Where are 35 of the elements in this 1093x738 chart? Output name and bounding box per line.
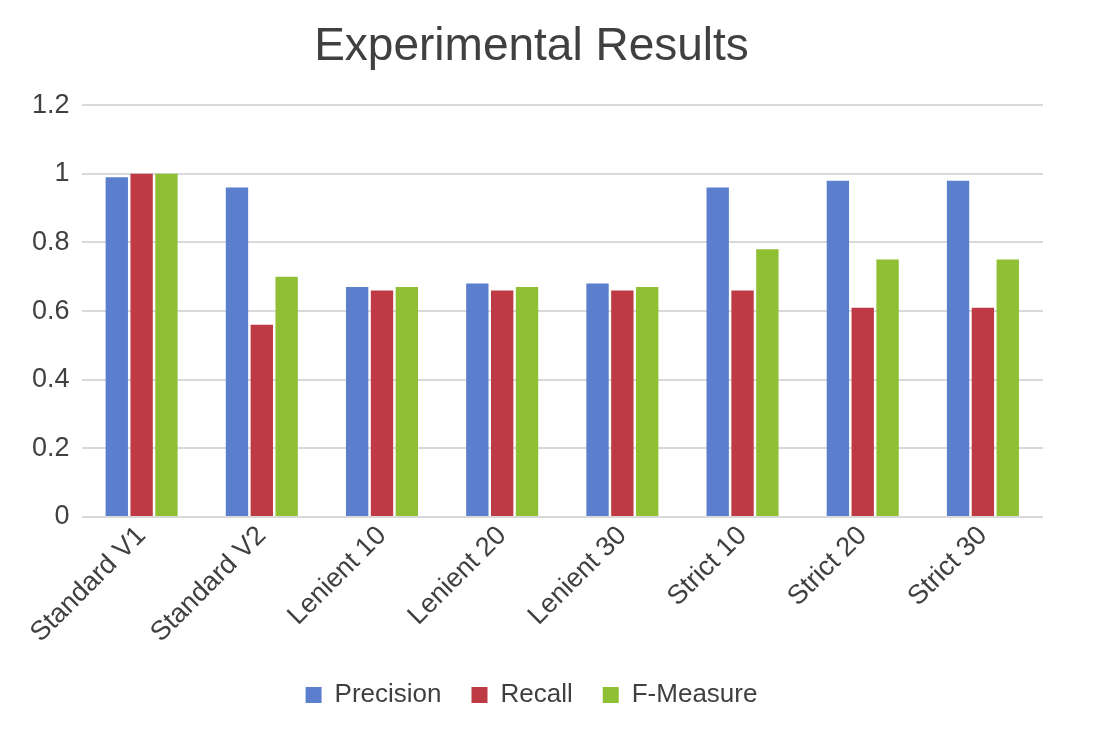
bar xyxy=(250,324,273,516)
chart-title: Experimental Results xyxy=(314,18,749,71)
y-tick-label: 1 xyxy=(54,157,70,188)
legend-label: Recall xyxy=(500,678,573,709)
bar xyxy=(946,180,970,516)
bar xyxy=(370,290,394,516)
y-tick-label: 0.8 xyxy=(31,225,70,256)
y-tick-label: 0 xyxy=(54,500,70,531)
bar xyxy=(515,287,539,516)
bar xyxy=(395,287,419,516)
bar xyxy=(130,173,153,516)
bar xyxy=(225,187,249,516)
bar xyxy=(706,187,729,516)
y-tick-label: 1.2 xyxy=(31,88,70,119)
legend-label: Precision xyxy=(334,678,442,709)
bar xyxy=(876,259,899,516)
bar xyxy=(586,283,609,516)
bar xyxy=(275,276,298,516)
bar xyxy=(105,177,128,516)
bar xyxy=(826,180,850,516)
bar xyxy=(851,307,874,516)
bar xyxy=(756,249,779,516)
y-tick-label: 0.2 xyxy=(31,431,70,462)
bar xyxy=(971,307,995,516)
y-tick-label: 0.6 xyxy=(31,294,70,325)
bar xyxy=(466,283,489,516)
bar xyxy=(996,259,1019,516)
legend-label: F-Measure xyxy=(631,678,758,709)
bar xyxy=(636,287,659,516)
y-tick-label: 0.4 xyxy=(31,363,70,394)
bar xyxy=(491,290,514,516)
bar xyxy=(731,290,754,516)
bar xyxy=(611,290,634,516)
bar xyxy=(155,173,178,516)
bar xyxy=(345,287,369,516)
